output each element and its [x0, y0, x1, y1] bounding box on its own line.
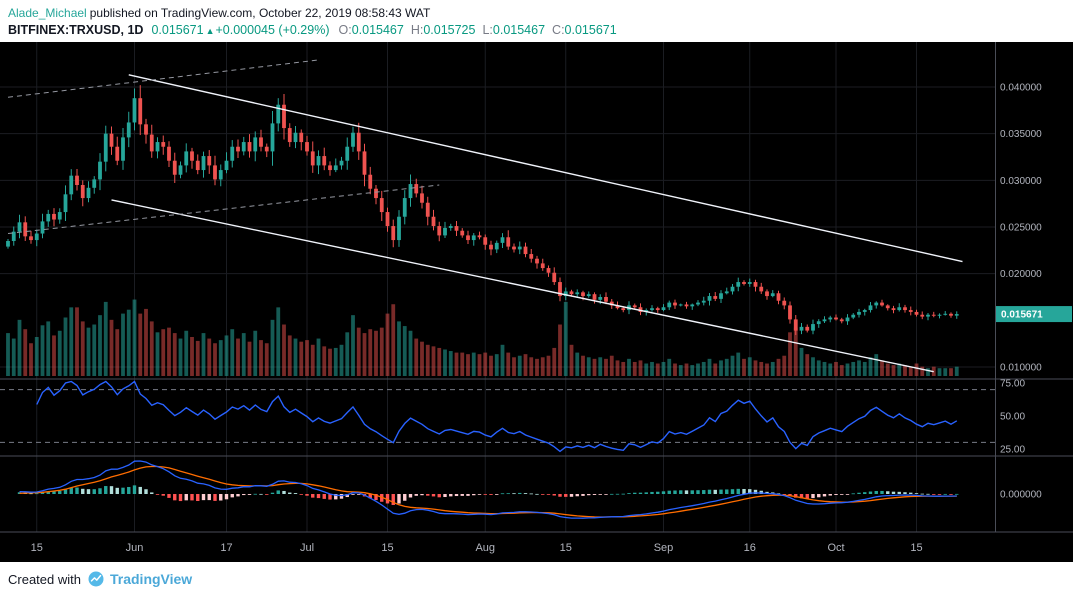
svg-text:15: 15: [560, 542, 572, 554]
macd-signal-line: [19, 465, 957, 518]
rsi-line: [36, 380, 958, 453]
low-value: 0.015467: [492, 23, 546, 37]
tradingview-brand-link[interactable]: TradingView: [109, 571, 193, 587]
close-label: C:: [552, 23, 565, 37]
snapshot-header: Alade_Michael published on TradingView.co…: [0, 0, 1073, 42]
tradingview-logo-icon[interactable]: [87, 570, 105, 588]
svg-text:0.010000: 0.010000: [1000, 363, 1042, 374]
chart-svg: 0.040000 0.035000 0.030000 0.025000 0.020000…: [0, 42, 1073, 554]
svg-text:0.035000: 0.035000: [1000, 129, 1042, 140]
high-value: 0.015725: [423, 23, 476, 37]
pane-dividers: [0, 42, 1073, 533]
svg-text:0.030000: 0.030000: [1000, 176, 1042, 187]
svg-text:17: 17: [220, 542, 232, 554]
chart-area: 0.040000 0.035000 0.030000 0.025000 0.020000…: [0, 42, 1073, 562]
open-value: 0.015467: [351, 23, 404, 37]
author-link[interactable]: Alade_Michael: [8, 6, 87, 20]
footer: Created with TradingView: [0, 562, 1073, 596]
svg-text:Jun: Jun: [126, 542, 144, 554]
price-axis: 0.040000 0.035000 0.030000 0.025000 0.020000…: [1000, 83, 1042, 501]
svg-text:0.020000: 0.020000: [1000, 269, 1042, 280]
candles-layer: [6, 85, 959, 336]
open-label: O:: [338, 23, 352, 37]
macd-pane: [17, 460, 959, 519]
time-axis: 15 Jun 17 Jul 15 Aug 15 Sep 16 Oct 15: [31, 542, 923, 554]
last-price-badge: 0.015671: [996, 306, 1072, 323]
svg-text:Jul: Jul: [300, 542, 314, 554]
change-text: +0.000045 (+0.29%): [215, 23, 330, 37]
macd-line: [19, 460, 957, 519]
created-with-text: Created with: [8, 571, 81, 587]
svg-text:75.00: 75.00: [1000, 379, 1025, 390]
published-text: published on TradingView.com, October 22…: [89, 6, 431, 20]
volume-layer: [6, 299, 959, 376]
grid-layer: [0, 42, 996, 532]
high-label: H:: [410, 23, 424, 37]
symbol-title: BITFINEX:TRXUSD, 1D: [8, 23, 144, 37]
rsi-pane: [0, 380, 996, 453]
svg-text:25.00: 25.00: [1000, 445, 1025, 456]
trend-lines-layer: [7, 59, 963, 373]
svg-text:0.000000: 0.000000: [1000, 490, 1042, 501]
low-label: L:: [482, 23, 493, 37]
svg-text:0.040000: 0.040000: [1000, 83, 1042, 94]
svg-text:Oct: Oct: [827, 542, 844, 554]
svg-text:Sep: Sep: [654, 542, 674, 554]
svg-text:15: 15: [31, 542, 43, 554]
svg-text:50.00: 50.00: [1000, 412, 1025, 423]
symbol-line: BITFINEX:TRXUSD, 1D 0.015671 ▲+0.000045 (+…: [8, 23, 1065, 37]
svg-text:16: 16: [744, 542, 756, 554]
last-price: 0.015671: [151, 23, 204, 37]
svg-text:15: 15: [910, 542, 922, 554]
svg-text:0.015671: 0.015671: [1001, 310, 1043, 321]
up-arrow-icon: ▲: [205, 26, 215, 36]
svg-text:15: 15: [381, 542, 393, 554]
svg-text:0.025000: 0.025000: [1000, 223, 1042, 234]
svg-text:Aug: Aug: [475, 542, 495, 554]
byline: Alade_Michael published on TradingView.co…: [8, 6, 1065, 20]
close-value: 0.015671: [564, 23, 617, 37]
